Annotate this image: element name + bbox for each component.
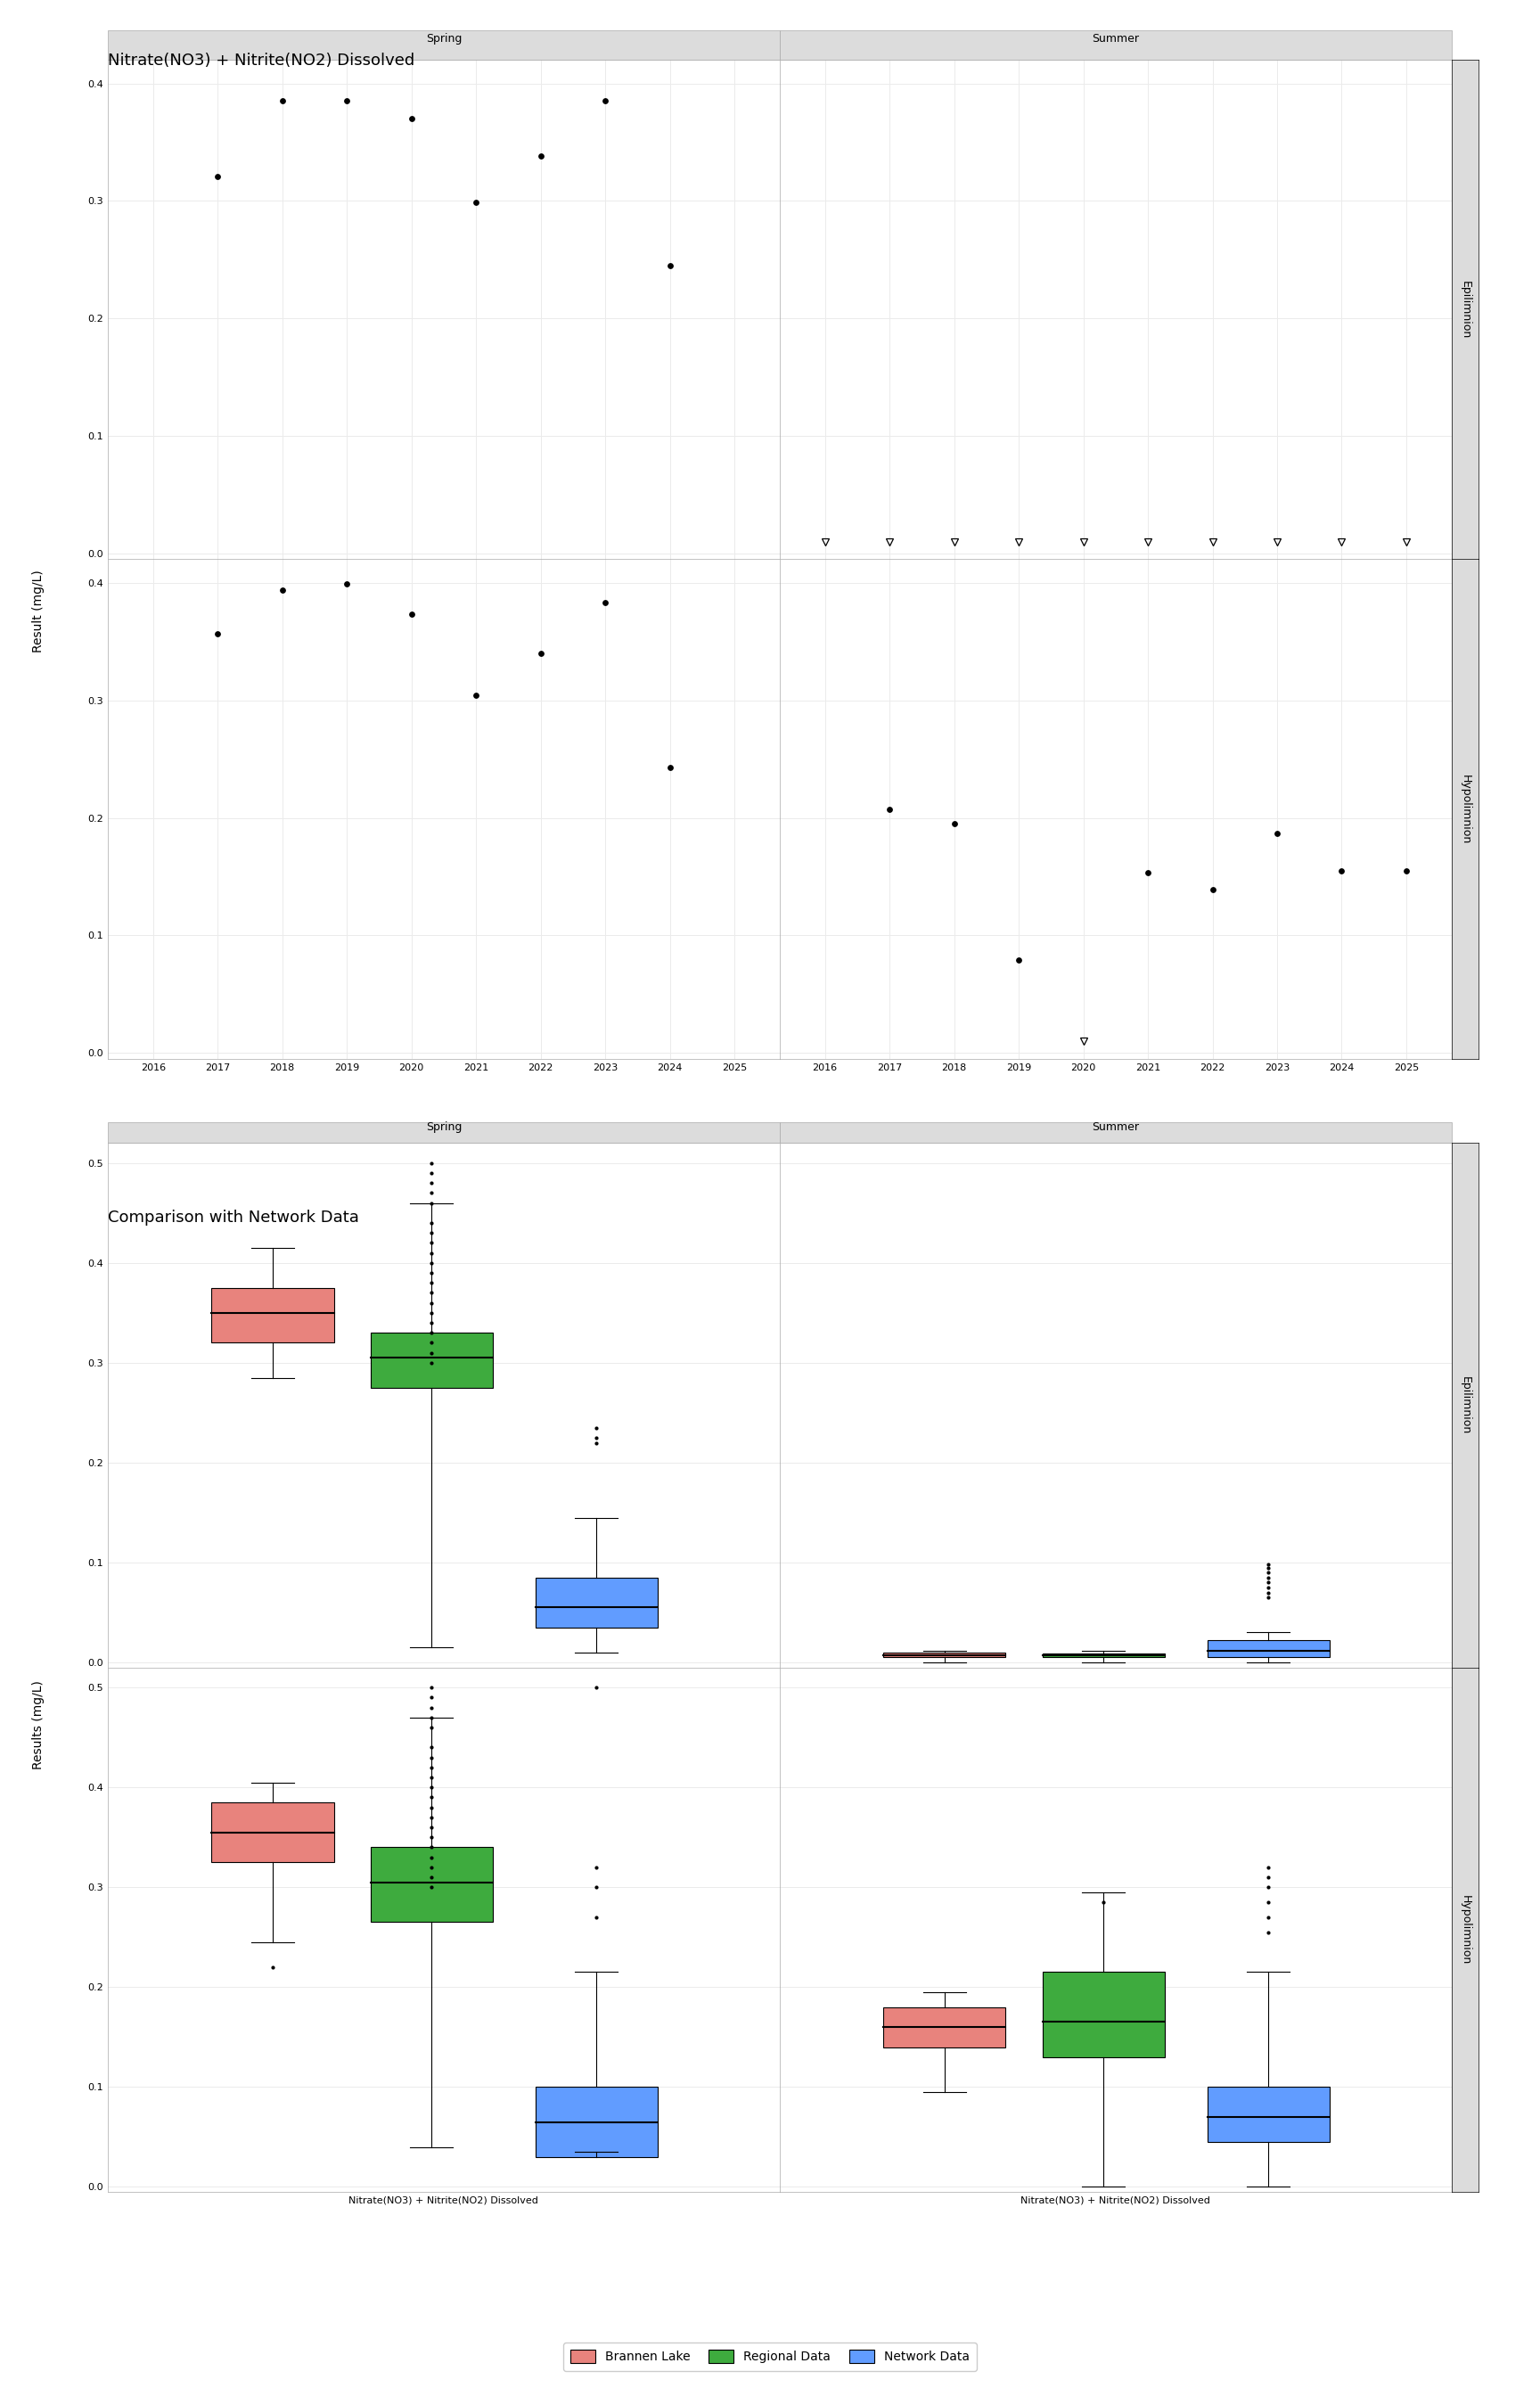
Point [334,565,359,604]
Text: Results (mg/L): Results (mg/L) [32,1680,45,1771]
Text: Summer: Summer [1092,1121,1140,1133]
Text: Spring: Spring [425,1121,462,1133]
Point [1200,870,1224,908]
Bar [1043,1972,1164,2058]
Point [1394,851,1418,889]
Text: Nitrate(NO3) + Nitrite(NO2) Dissolved: Nitrate(NO3) + Nitrite(NO2) Dissolved [108,53,414,69]
Point [528,635,553,673]
Bar [211,1289,334,1342]
Bar [108,1121,779,1143]
Text: Spring: Spring [425,34,462,46]
Legend: Brannen Lake, Regional Data, Network Data: Brannen Lake, Regional Data, Network Dat… [564,2343,976,2370]
Point [270,81,294,120]
Point [399,101,424,139]
Bar [371,1847,493,1922]
Point [399,594,424,633]
Text: Epilimnion: Epilimnion [1460,280,1471,338]
Bar [108,29,779,60]
Point [1329,851,1354,889]
Point [878,791,902,829]
Text: Result (mg/L): Result (mg/L) [32,570,45,652]
Point [334,81,359,120]
Point [593,81,618,120]
Bar [211,1802,334,1862]
Bar [536,2087,658,2156]
Text: Summer: Summer [1092,34,1140,46]
Text: Comparison with Network Data: Comparison with Network Data [108,1210,359,1227]
Point [593,585,618,623]
Point [270,570,294,609]
Bar [1207,1641,1329,1658]
Point [528,137,553,175]
Point [1006,942,1030,980]
Point [658,748,682,786]
Bar [1207,2087,1329,2142]
Bar [371,1332,493,1387]
Point [942,805,967,843]
Bar [884,2008,1006,2046]
Bar [779,29,1452,60]
Bar [884,1653,1006,1658]
Point [205,613,229,652]
Point [464,182,488,220]
Bar [1043,1653,1164,1658]
Text: Epilimnion: Epilimnion [1460,1375,1471,1435]
Bar [779,1121,1452,1143]
Point [205,158,229,196]
Text: Hypolimnion: Hypolimnion [1460,1895,1471,1965]
Point [1264,815,1289,853]
Bar [536,1577,658,1627]
Point [1135,853,1160,891]
Point [658,247,682,285]
Point [464,676,488,714]
Text: Hypolimnion: Hypolimnion [1460,774,1471,843]
